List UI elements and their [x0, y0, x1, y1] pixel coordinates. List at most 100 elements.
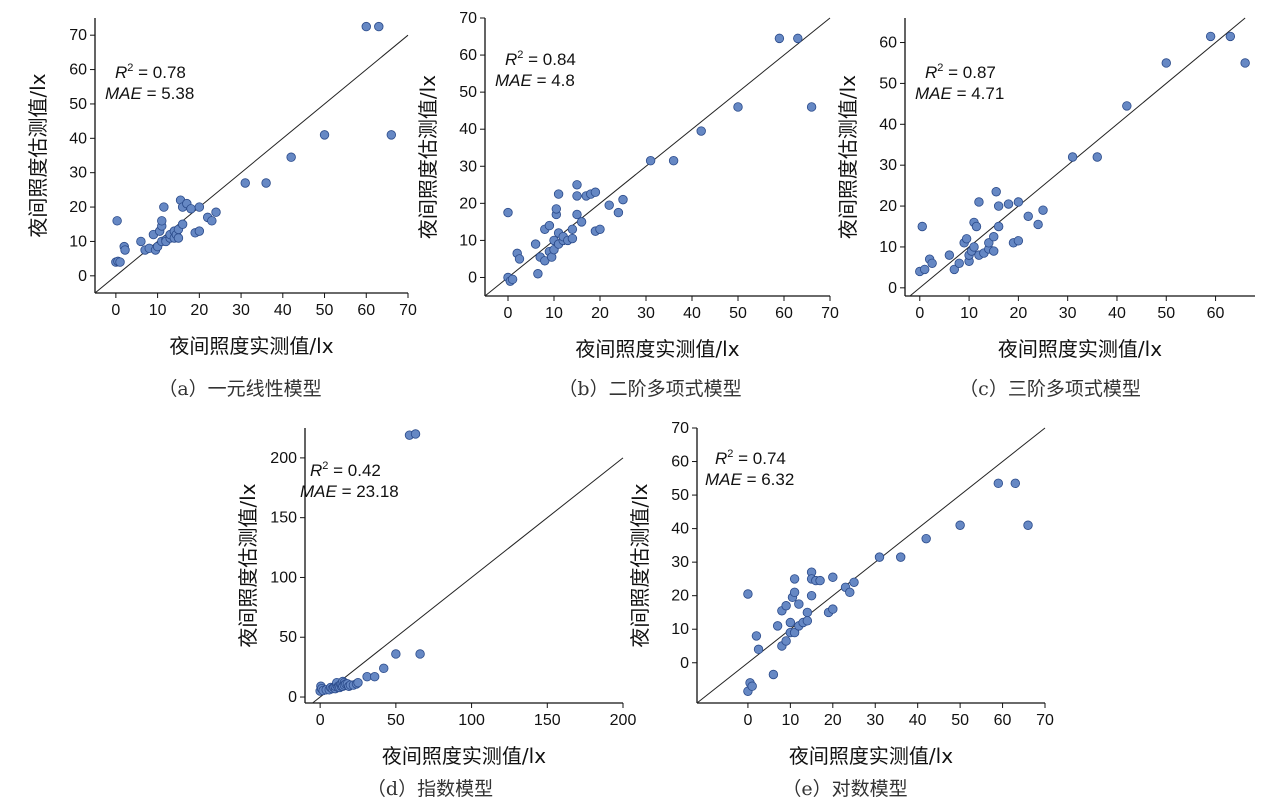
x-axis-title: 夜间照度实测值/lx — [382, 744, 546, 768]
data-point — [794, 599, 804, 609]
reference-line — [696, 427, 1046, 704]
data-point — [194, 202, 205, 212]
data-point — [993, 221, 1004, 232]
data-point — [1240, 58, 1250, 68]
data-point — [207, 216, 217, 226]
x-tick-label: 20 — [1009, 305, 1027, 322]
x-tick-label: 200 — [610, 712, 637, 729]
data-point — [604, 200, 614, 210]
y-tick-label: 10 — [879, 239, 897, 256]
data-point — [1161, 58, 1171, 68]
caption-c: （c）三阶多项式模型 — [959, 378, 1141, 400]
y-tick-label: 0 — [680, 655, 689, 672]
data-point — [415, 649, 425, 659]
data-point — [572, 191, 582, 201]
y-tick-label: 50 — [69, 96, 87, 113]
data-point — [696, 126, 706, 136]
data-point — [789, 574, 800, 584]
data-point — [1023, 520, 1033, 530]
data-point — [944, 250, 955, 260]
x-tick-label: 0 — [316, 712, 325, 729]
data-point — [391, 649, 401, 659]
data-point — [961, 234, 972, 244]
x-tick-label: 50 — [729, 305, 747, 322]
data-point — [503, 207, 513, 218]
y-tick-label: 70 — [671, 420, 689, 437]
data-point — [386, 130, 397, 140]
data-point — [1038, 205, 1048, 215]
data-point — [533, 269, 543, 279]
data-point — [747, 681, 757, 691]
data-point — [374, 21, 384, 32]
data-point — [668, 156, 679, 166]
data-point — [112, 216, 122, 226]
y-tick-label: 50 — [671, 487, 689, 504]
data-point — [969, 242, 979, 252]
y-tick-label: 20 — [879, 198, 897, 215]
data-point — [917, 221, 927, 232]
data-point — [896, 552, 906, 562]
x-tick-label: 70 — [1036, 712, 1054, 729]
data-point — [849, 577, 859, 587]
y-axis-title: 夜间照度估测值/lx — [628, 483, 652, 647]
x-tick-label: 30 — [232, 302, 250, 319]
x-tick-label: 50 — [316, 302, 334, 319]
y-tick-label: 30 — [671, 554, 689, 571]
data-point — [319, 130, 330, 140]
data-point — [567, 224, 578, 234]
data-point — [1092, 152, 1102, 162]
x-tick-label: 20 — [824, 712, 842, 729]
data-point — [989, 246, 999, 256]
data-point — [551, 204, 562, 214]
x-tick-label: 0 — [743, 712, 752, 729]
y-tick-label: 200 — [270, 450, 297, 467]
data-point — [369, 671, 380, 682]
data-point — [194, 226, 205, 236]
panel-a: 0 10 20 30 40 50 60 70 0 10 20 30 40 50 60 70 R2 = 0.78 M… — [20, 10, 420, 368]
y-tick-label: 30 — [459, 158, 477, 175]
scatter-plot-a: 0 10 20 30 40 50 60 70 0 10 20 30 40 50 60 70 R2 = 0.78 M… — [26, 18, 417, 358]
data-point — [177, 219, 188, 229]
caption-e: （e）对数模型 — [782, 778, 908, 800]
x-axis-title: 夜间照度实测值/lx — [998, 337, 1162, 361]
x-tick-label: 10 — [781, 712, 799, 729]
data-point — [1225, 31, 1236, 42]
data-point — [173, 233, 184, 243]
y-tick-label: 10 — [459, 232, 477, 249]
x-tick-label: 30 — [1059, 305, 1077, 322]
y-tick-label: 10 — [671, 621, 689, 638]
panel-d: 0 50 100 150 200 0 50 100 150 200 R2 = 0.42 MAE = 2… — [230, 416, 637, 768]
x-tick-label: 0 — [111, 302, 120, 319]
data-point — [874, 552, 885, 562]
data-point — [984, 238, 994, 248]
x-tick-label: 50 — [387, 712, 405, 729]
panel-e: 0 10 20 30 40 50 60 70 0 10 20 30 40 50 60 70 R2 = 0.74 M… — [628, 416, 1060, 768]
data-point — [136, 236, 146, 247]
data-point — [286, 152, 296, 162]
data-point — [211, 207, 221, 217]
x-tick-label: 150 — [534, 712, 561, 729]
data-point — [789, 587, 800, 598]
data-point — [993, 478, 1004, 489]
data-point — [785, 617, 796, 628]
y-axis-title: 夜间照度估测值/lx — [236, 483, 260, 647]
reference-line — [909, 17, 1246, 297]
x-tick-label: 70 — [821, 305, 839, 322]
data-point — [993, 201, 1004, 211]
mae-label: MAE = 6.32 — [705, 470, 794, 489]
data-point — [410, 429, 421, 439]
data-point — [595, 224, 605, 234]
data-point — [921, 533, 931, 544]
r2-label: R2 = 0.74 — [715, 448, 786, 468]
data-point — [955, 520, 965, 530]
data-point — [1067, 152, 1078, 162]
data-point — [733, 102, 743, 112]
r2-label: R2 = 0.42 — [310, 460, 381, 480]
y-axis-title: 夜间照度估测值/lx — [26, 73, 50, 237]
data-point — [753, 644, 764, 655]
data-point — [845, 587, 855, 598]
y-tick-label: 40 — [879, 116, 897, 133]
r2-label: R2 = 0.78 — [115, 62, 186, 82]
data-point — [379, 663, 389, 674]
y-tick-label: 0 — [78, 268, 87, 285]
